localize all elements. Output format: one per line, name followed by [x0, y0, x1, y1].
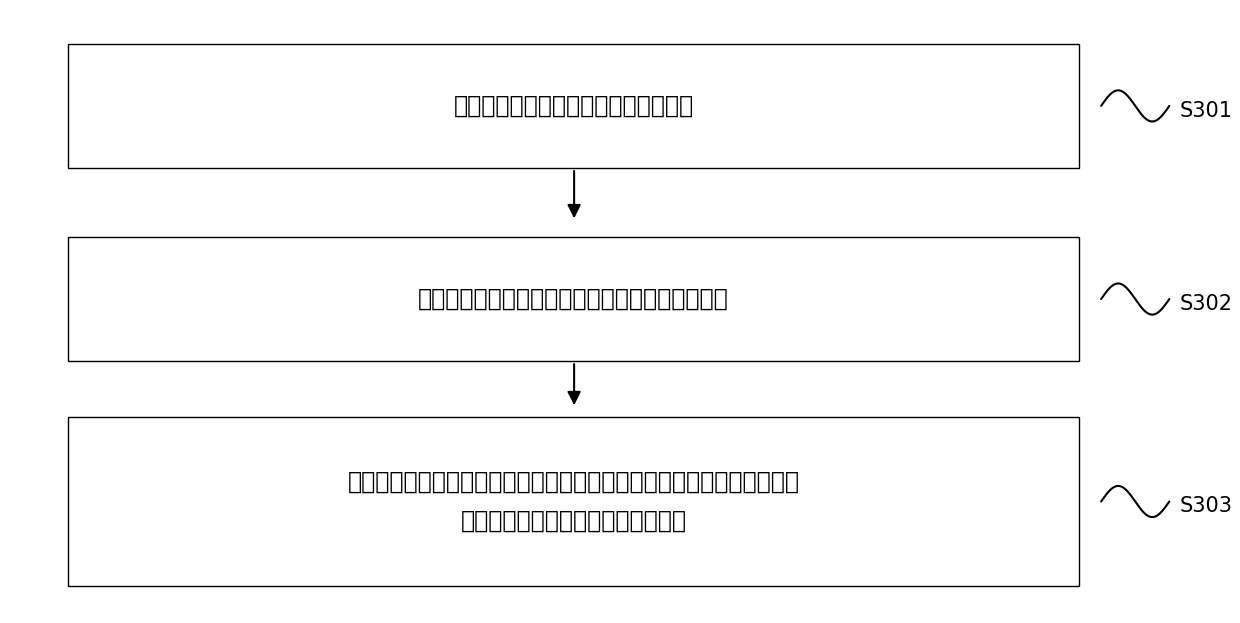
Bar [68, 237, 1079, 361]
Text: 接收第一压力传感器检测到的压力信号: 接收第一压力传感器检测到的压力信号 [454, 94, 693, 118]
Bar [68, 417, 1079, 586]
Bar [68, 44, 1079, 168]
Text: S302: S302 [1179, 294, 1233, 314]
Text: 在判断出压力值达到第一预设阈值时，发出控制信号，以通过调节第一压
电致动器的电压值控制孔的孔径增大: 在判断出压力值达到第一预设阈值时，发出控制信号，以通过调节第一压 电致动器的电压… [347, 470, 800, 533]
Text: S303: S303 [1179, 497, 1233, 516]
Text: 判断压力信号对应的压力值是否达到第一预设阈值: 判断压力信号对应的压力值是否达到第一预设阈值 [418, 287, 729, 311]
Text: S301: S301 [1179, 101, 1233, 121]
